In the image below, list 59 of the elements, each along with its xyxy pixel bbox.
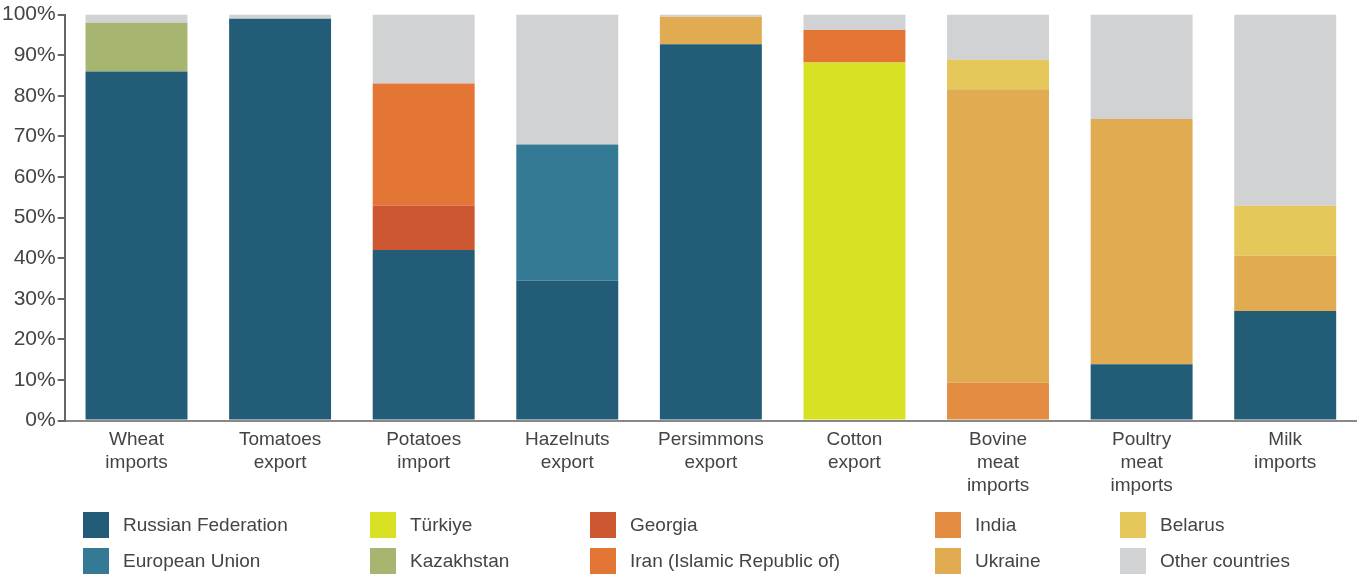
x-tick-label: Cotton export xyxy=(826,428,883,473)
y-tick-label: 60% xyxy=(13,163,56,187)
bar xyxy=(803,30,906,63)
bar xyxy=(659,44,762,420)
x-tick-label: Bovine meat imports xyxy=(966,428,1030,495)
bar xyxy=(659,14,762,17)
bar xyxy=(372,83,475,206)
y-tick-label: 50% xyxy=(13,204,56,228)
legend-label: Russian Federation xyxy=(123,514,288,536)
x-tick-label: Persimmons export xyxy=(658,428,764,473)
bar xyxy=(85,22,188,72)
bar xyxy=(372,205,475,251)
bar xyxy=(1234,255,1337,311)
y-tick-label: 10% xyxy=(13,366,56,390)
legend-label: Other countries xyxy=(1160,550,1290,572)
bar xyxy=(229,14,332,19)
legend-label: Kazakhstan xyxy=(410,550,510,572)
bar xyxy=(659,16,762,45)
bar xyxy=(803,14,906,31)
legend-label: India xyxy=(975,514,1017,536)
legend-label: Türkiye xyxy=(410,514,473,536)
bar xyxy=(516,280,619,420)
x-tick-label: Potatoes import xyxy=(386,428,462,473)
legend-label: Belarus xyxy=(1160,514,1225,536)
bar xyxy=(372,250,475,420)
y-tick-label: 20% xyxy=(13,326,56,350)
y-tick-label: 100% xyxy=(1,1,56,25)
bar xyxy=(372,14,475,84)
bar xyxy=(229,18,332,420)
bar xyxy=(1090,14,1193,119)
bar xyxy=(85,14,188,23)
y-tick-label: 70% xyxy=(13,123,56,147)
bar xyxy=(516,144,619,281)
y-tick-label: 40% xyxy=(13,245,56,268)
bar xyxy=(85,71,188,420)
legend-label: Iran (Islamic Republic of) xyxy=(630,550,841,572)
x-tick-label: Wheat imports xyxy=(105,428,168,473)
bar xyxy=(947,382,1049,420)
bar xyxy=(947,59,1049,90)
bar xyxy=(516,14,619,145)
bar xyxy=(947,89,1049,383)
legend-label: Ukraine xyxy=(975,550,1041,572)
y-tick-label: 30% xyxy=(13,285,56,309)
bar xyxy=(947,14,1049,60)
x-tick-label: Poultry meat imports xyxy=(1110,428,1173,495)
y-tick-label: 80% xyxy=(13,82,56,106)
x-tick-label: Hazelnuts export xyxy=(525,428,610,473)
bar xyxy=(1090,118,1193,365)
y-tick-label: 90% xyxy=(13,42,56,65)
bar xyxy=(1090,364,1193,420)
x-tick-label: Tomatoes export xyxy=(238,428,322,473)
bar xyxy=(1234,14,1337,206)
legend-label: European Union xyxy=(123,550,261,572)
bar xyxy=(1234,310,1337,420)
bar xyxy=(1234,205,1337,256)
bar xyxy=(803,62,906,420)
legend-label: Georgia xyxy=(630,514,698,536)
x-tick-label: Milk imports xyxy=(1254,428,1317,473)
y-tick-label: 0% xyxy=(25,407,56,431)
